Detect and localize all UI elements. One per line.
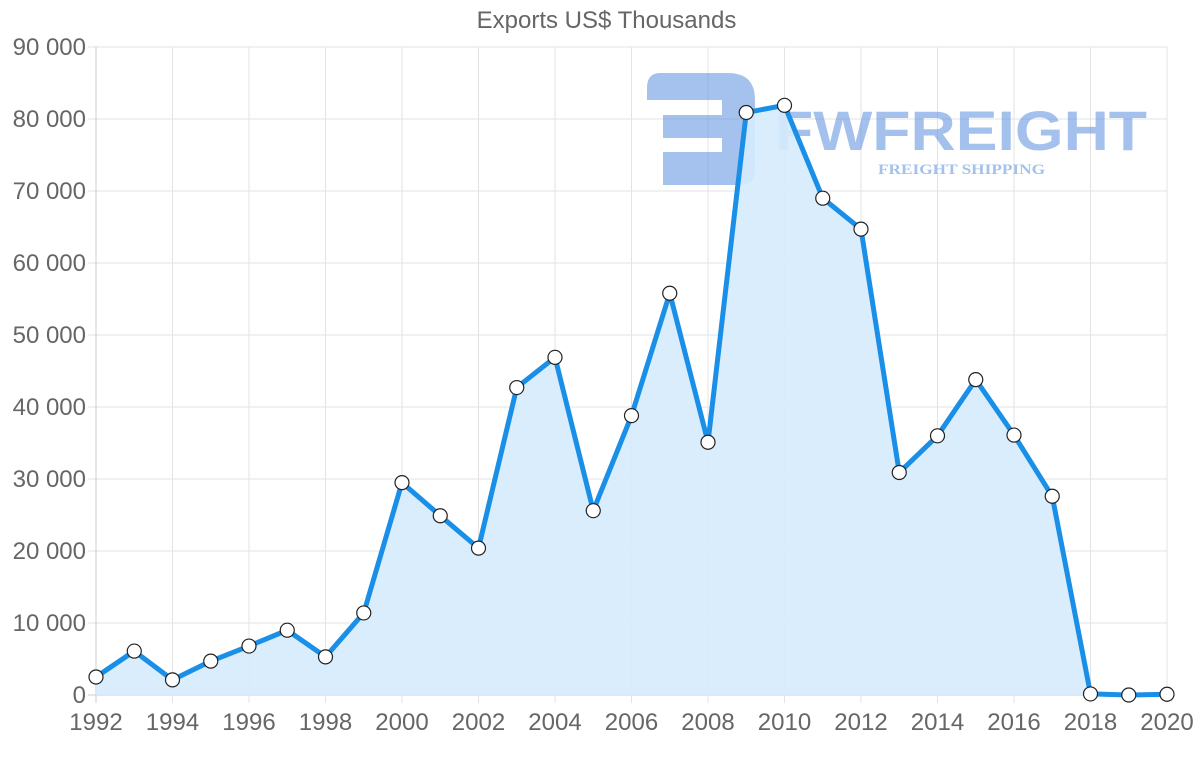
data-point[interactable] bbox=[1082, 686, 1099, 702]
x-tick-label: 1998 bbox=[299, 709, 352, 736]
data-point[interactable] bbox=[776, 97, 793, 113]
watermark-tagline: FREIGHT SHIPPING bbox=[878, 162, 1045, 178]
y-tick-label: 0 bbox=[73, 682, 86, 709]
data-point[interactable] bbox=[126, 643, 142, 659]
data-point[interactable] bbox=[203, 653, 219, 669]
x-tick-label: 2006 bbox=[605, 709, 658, 736]
data-point[interactable] bbox=[432, 508, 448, 524]
y-tick-label: 50 000 bbox=[13, 322, 86, 349]
data-point[interactable] bbox=[662, 285, 678, 301]
y-tick-label: 40 000 bbox=[13, 394, 86, 421]
watermark-logo: FWFREIGHT FREIGHT SHIPPING bbox=[647, 73, 1147, 185]
data-point[interactable] bbox=[279, 622, 295, 638]
y-tick-label: 70 000 bbox=[13, 178, 86, 205]
logo-mark-icon bbox=[647, 73, 755, 185]
data-point[interactable] bbox=[88, 669, 104, 685]
axes: 0 10 000 20 000 30 000 40 000 50 000 60 000 70 … bbox=[13, 34, 1194, 736]
data-points bbox=[88, 97, 1175, 703]
data-point[interactable] bbox=[585, 503, 601, 519]
watermark-brand: FWFREIGHT bbox=[775, 99, 1147, 162]
x-tick-label: 2000 bbox=[375, 709, 428, 736]
data-point[interactable] bbox=[891, 464, 907, 481]
data-point[interactable] bbox=[1121, 687, 1137, 703]
data-point[interactable] bbox=[968, 372, 984, 388]
x-tick-label: 2012 bbox=[834, 709, 887, 736]
data-point[interactable] bbox=[470, 540, 487, 556]
y-tick-label: 90 000 bbox=[13, 34, 86, 61]
x-tick-label: 2014 bbox=[911, 709, 964, 736]
x-tick-label: 2010 bbox=[758, 709, 811, 736]
data-point[interactable] bbox=[394, 475, 410, 491]
x-tick-label: 1996 bbox=[222, 709, 275, 736]
data-point[interactable] bbox=[1159, 686, 1175, 702]
x-tick-label: 2008 bbox=[681, 709, 734, 736]
x-tick-label: 2018 bbox=[1064, 709, 1117, 736]
area-fill bbox=[96, 105, 1167, 695]
data-point[interactable] bbox=[853, 221, 869, 237]
x-tick-label: 2016 bbox=[987, 709, 1040, 736]
x-tick-label: 2002 bbox=[452, 709, 505, 736]
data-point[interactable] bbox=[356, 605, 372, 621]
data-point[interactable] bbox=[1044, 488, 1060, 504]
data-point[interactable] bbox=[547, 349, 563, 365]
data-point[interactable] bbox=[1006, 427, 1022, 443]
chart-title: Exports US$ Thousands bbox=[476, 7, 737, 34]
data-point[interactable] bbox=[317, 649, 334, 665]
x-tick-label: 1992 bbox=[69, 709, 122, 736]
data-point[interactable] bbox=[815, 190, 831, 206]
y-tick-label: 60 000 bbox=[13, 250, 86, 277]
data-point[interactable] bbox=[700, 434, 716, 450]
data-point[interactable] bbox=[929, 428, 946, 444]
x-tick-label: 1994 bbox=[146, 709, 199, 736]
y-tick-label: 80 000 bbox=[13, 106, 86, 133]
data-point[interactable] bbox=[241, 638, 257, 654]
data-point[interactable] bbox=[738, 104, 754, 121]
x-tick-label: 2020 bbox=[1140, 709, 1193, 736]
data-point[interactable] bbox=[623, 408, 640, 424]
data-point[interactable] bbox=[164, 672, 181, 688]
y-tick-label: 30 000 bbox=[13, 466, 86, 493]
y-tick-label: 20 000 bbox=[13, 538, 86, 565]
x-tick-label: 2004 bbox=[528, 709, 581, 736]
data-point[interactable] bbox=[509, 379, 525, 396]
y-tick-label: 10 000 bbox=[13, 610, 86, 637]
